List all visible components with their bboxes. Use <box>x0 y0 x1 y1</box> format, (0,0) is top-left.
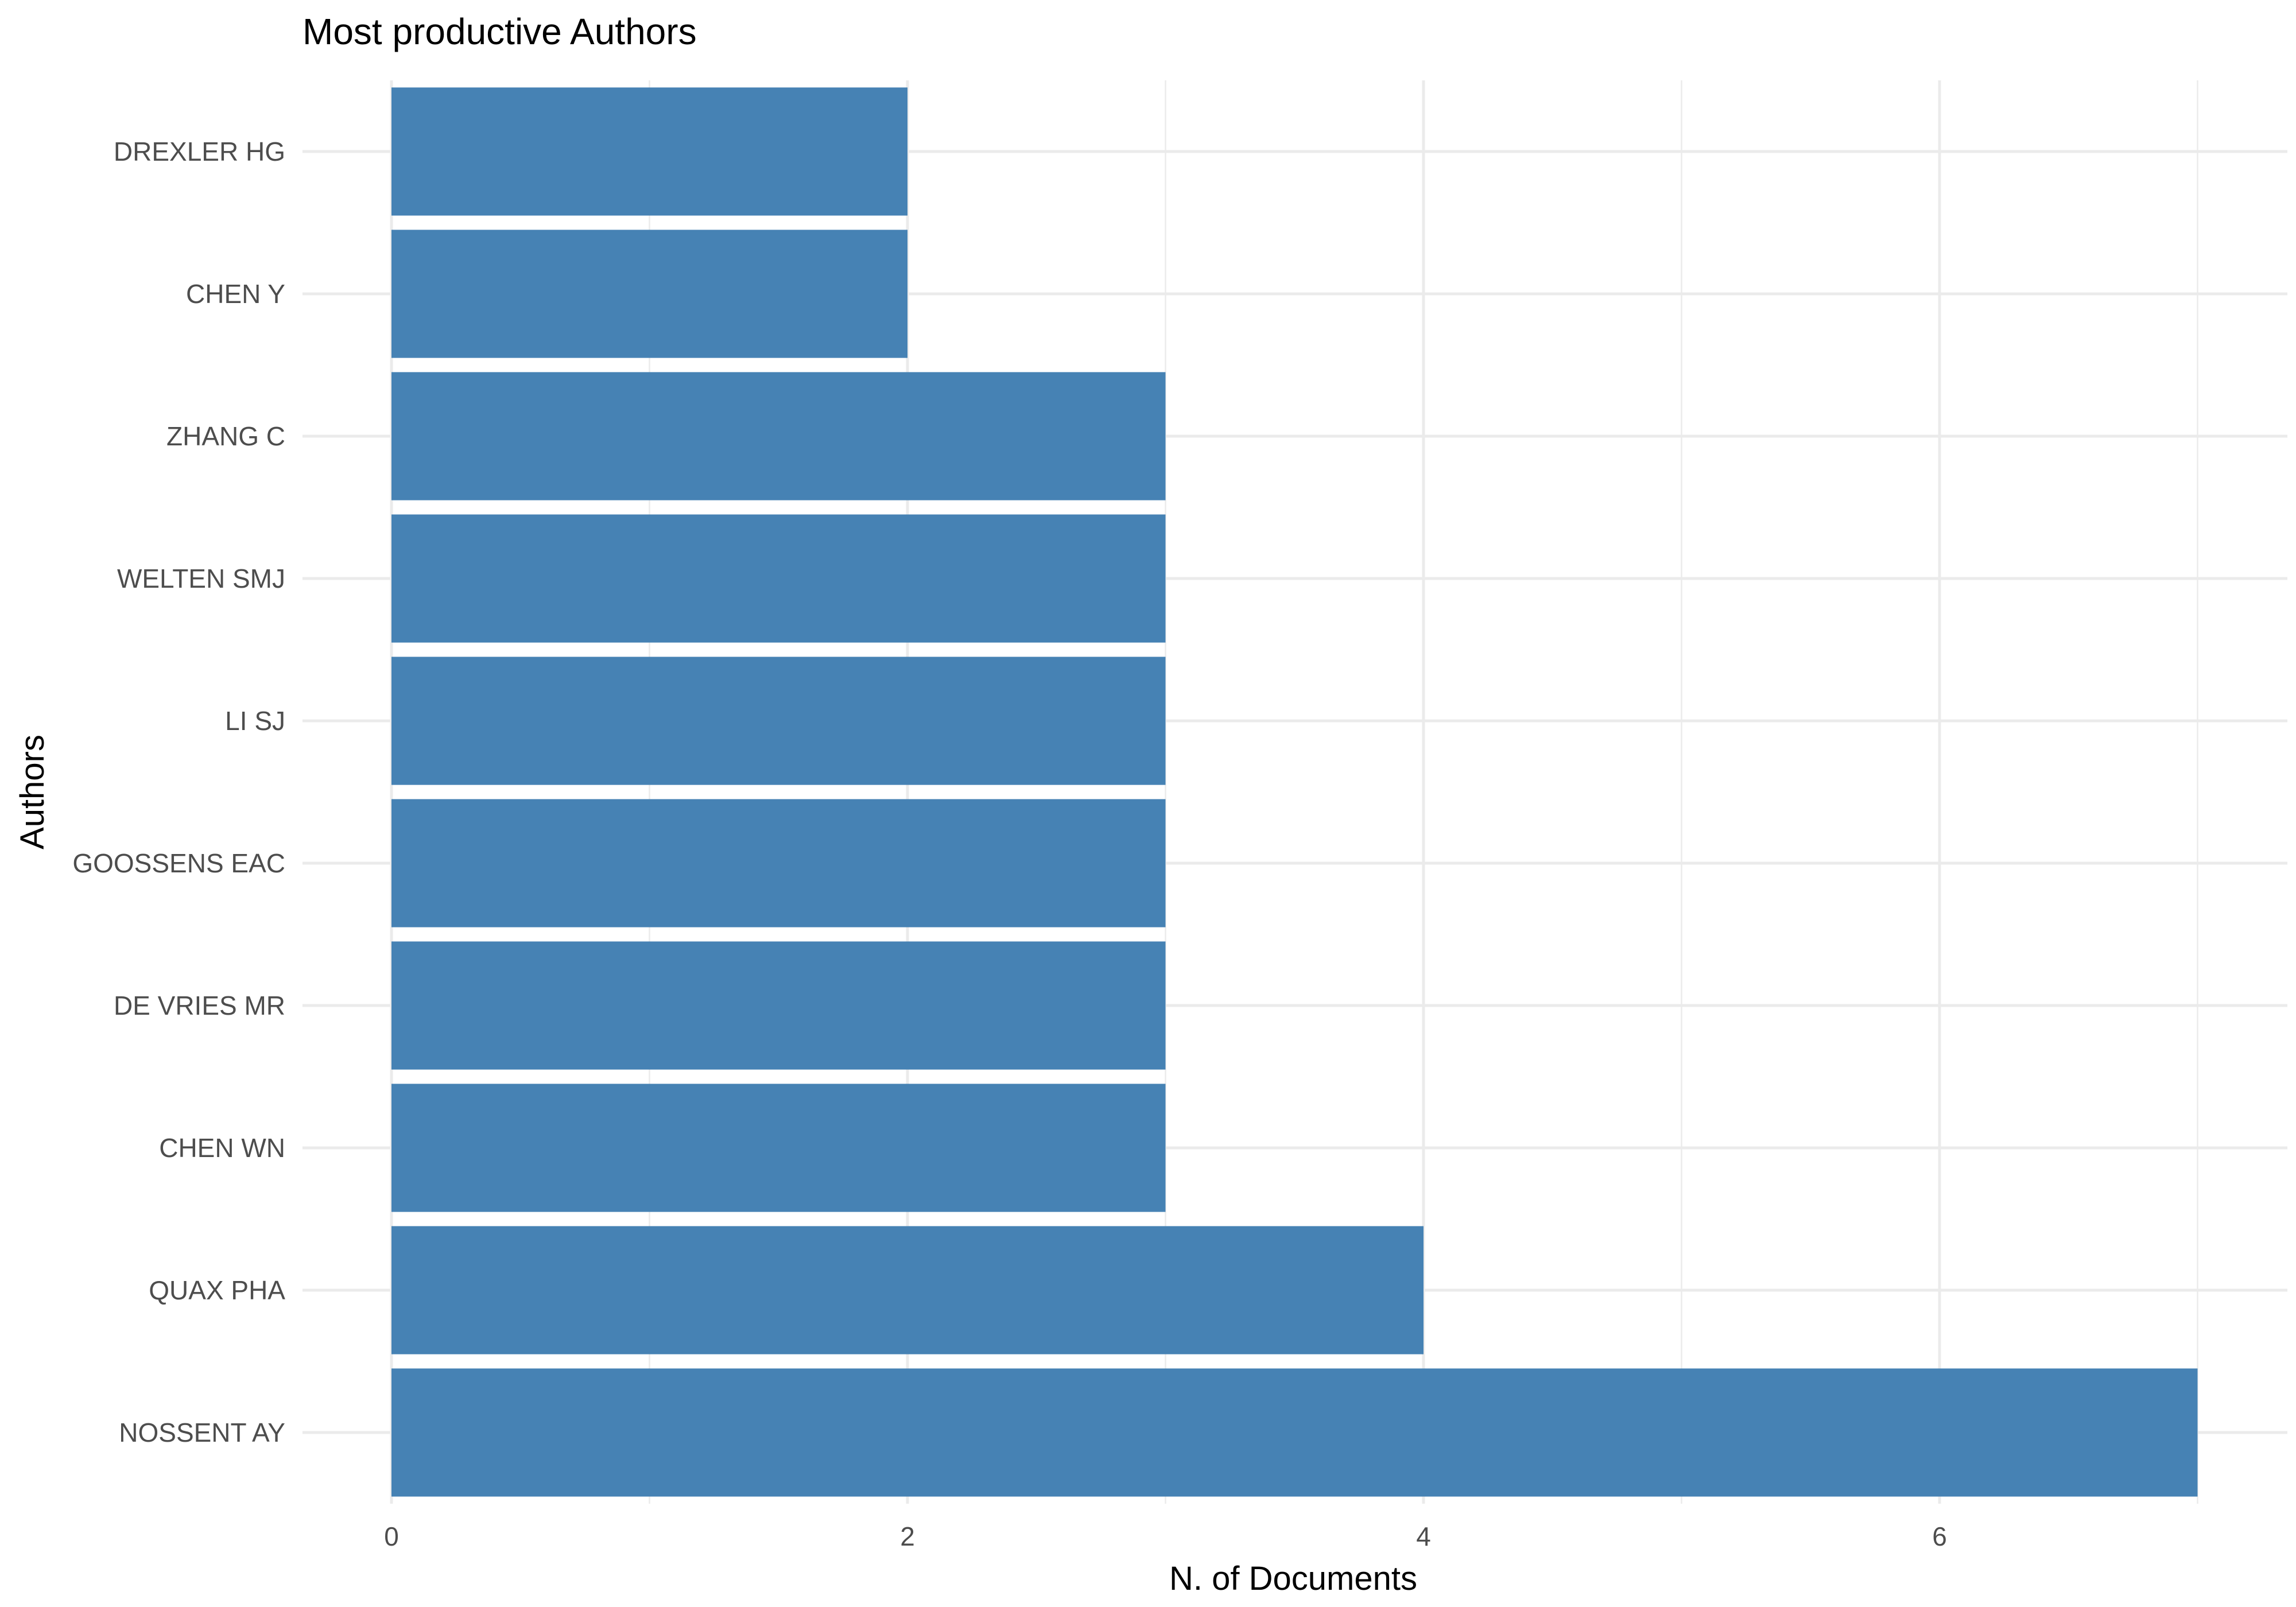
y-tick-label: QUAX PHA <box>149 1275 285 1305</box>
x-tick-label: 4 <box>1416 1521 1431 1551</box>
bar <box>391 1226 1424 1354</box>
bar <box>391 1084 1166 1212</box>
y-tick-label: WELTEN SMJ <box>117 564 285 593</box>
y-axis-title: Authors <box>14 735 51 849</box>
x-tick-labels: 0 2 4 6 <box>384 1521 1947 1551</box>
y-tick-label: NOSSENT AY <box>119 1418 285 1447</box>
y-tick-labels: NOSSENT AY QUAX PHA CHEN WN DE VRIES MR GOOS… <box>72 137 285 1447</box>
y-tick-label: GOOSSENS EAC <box>72 848 285 878</box>
x-tick-label: 6 <box>1932 1521 1947 1551</box>
bar <box>391 372 1166 500</box>
y-tick-label: DREXLER HG <box>114 137 285 166</box>
bar <box>391 799 1166 927</box>
y-tick-label: CHEN Y <box>186 279 285 309</box>
bar <box>391 657 1166 785</box>
y-tick-label: DE VRIES MR <box>114 991 285 1020</box>
bar <box>391 87 907 216</box>
y-tick-label: ZHANG C <box>166 421 285 451</box>
chart-title: Most productive Authors <box>302 11 697 52</box>
x-axis-title: N. of Documents <box>1169 1560 1417 1597</box>
y-tick-label: LI SJ <box>225 706 285 736</box>
bar <box>391 941 1166 1070</box>
bar <box>391 230 907 358</box>
bar <box>391 1368 2198 1497</box>
bar <box>391 514 1166 643</box>
x-tick-label: 2 <box>900 1521 915 1551</box>
x-tick-label: 0 <box>384 1521 399 1551</box>
bars <box>391 87 2198 1497</box>
y-tick-label: CHEN WN <box>159 1133 285 1163</box>
